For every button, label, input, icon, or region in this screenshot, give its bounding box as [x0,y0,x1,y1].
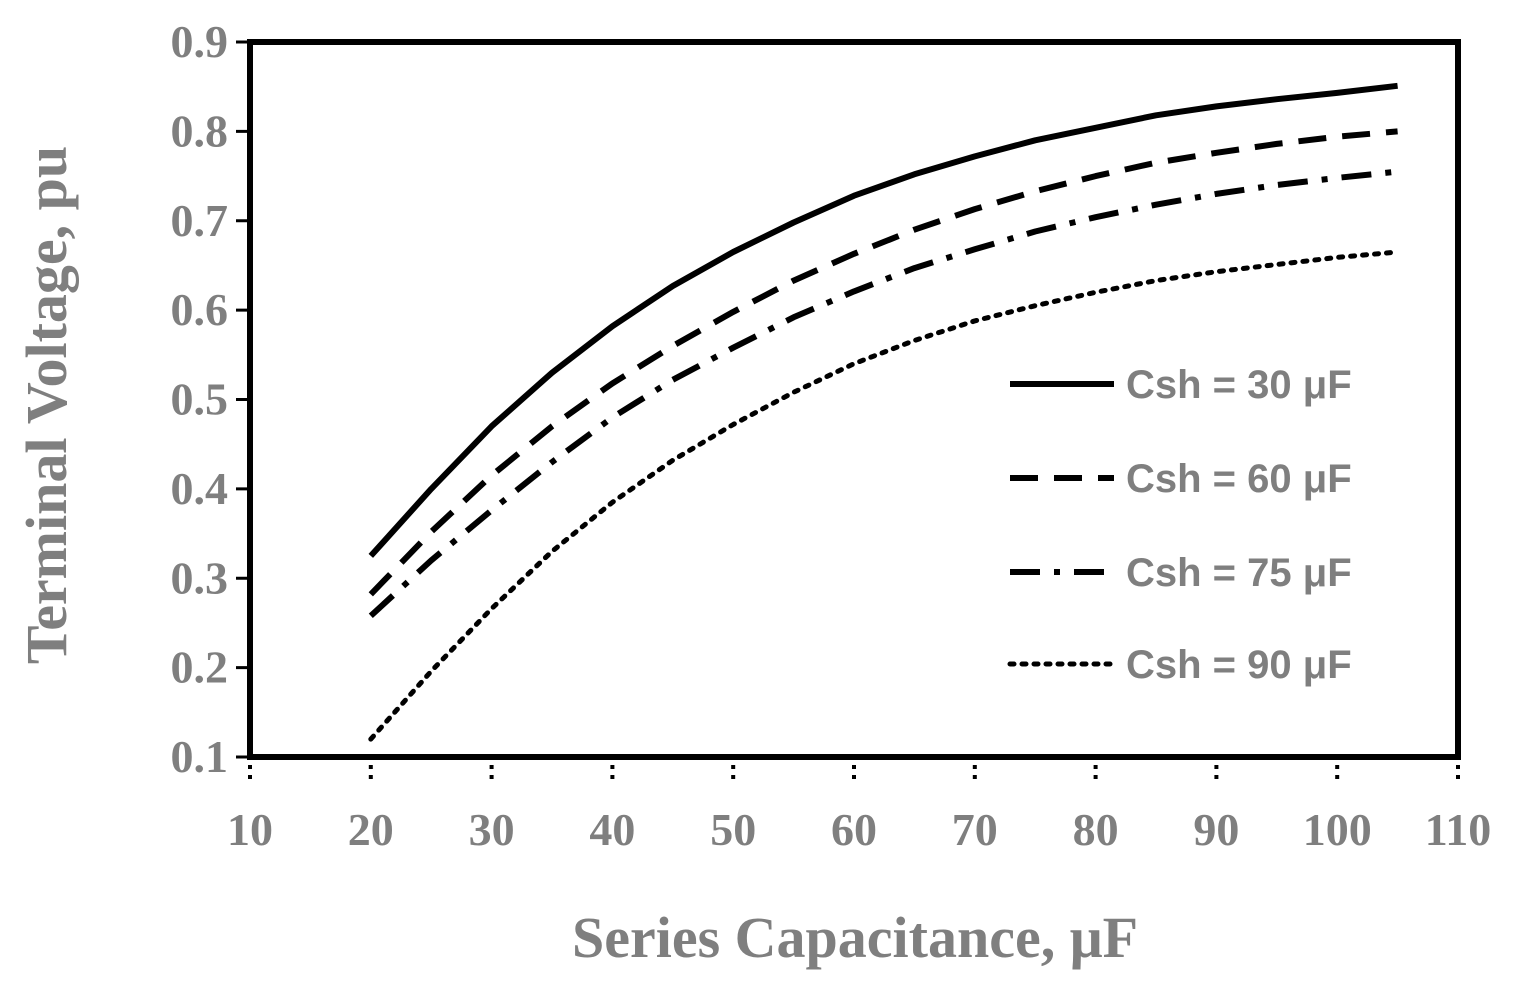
series-line-3 [368,168,1398,619]
legend-label-4: Csh = 90 μF [1126,643,1352,687]
series-line-4 [368,249,1401,742]
y-axis-title: Terminal Voltage, pu [14,146,79,664]
x-tick-label: 60 [831,804,877,855]
x-tick-label: 20 [348,804,394,855]
x-tick-label: 80 [1073,804,1119,855]
y-tick-label: 0.8 [171,105,229,156]
x-tick-label: 100 [1303,804,1372,855]
x-tick-label: 50 [710,804,756,855]
legend-label-2: Csh = 60 μF [1126,457,1352,501]
legend-label-3: Csh = 75 μF [1126,551,1352,595]
x-tick-label: 90 [1193,804,1239,855]
legend-label-1: Csh = 30 μF [1126,363,1352,407]
x-tick-label: 70 [952,804,998,855]
y-tick-label: 0.9 [171,16,229,67]
y-tick-label: 0.1 [171,731,229,782]
y-tick-label: 0.7 [171,195,229,246]
legend: Csh = 30 μF Csh = 60 μF Csh = 75 μF Csh = 9… [1007,363,1352,687]
y-tick-label: 0.6 [171,284,229,335]
axis-ticks: 0.1 0.2 0.3 0.4 0.5 0.6 0.7 0.8 0.9 10 20 30 40 50 60 7… [171,16,1492,855]
series-lines [368,82,1401,742]
y-tick-label: 0.2 [171,642,229,693]
x-tick-label: 40 [589,804,635,855]
x-tick-label: 110 [1425,804,1491,855]
y-tick-label: 0.4 [171,463,229,514]
y-tick-label: 0.3 [171,552,229,603]
x-axis-title: Series Capacitance, μF [572,905,1138,970]
series-line-2 [368,128,1398,597]
x-tick-label: 30 [469,804,515,855]
y-tick-label: 0.5 [171,374,229,425]
series-line-1 [368,82,1398,558]
x-tick-label: 10 [227,804,273,855]
